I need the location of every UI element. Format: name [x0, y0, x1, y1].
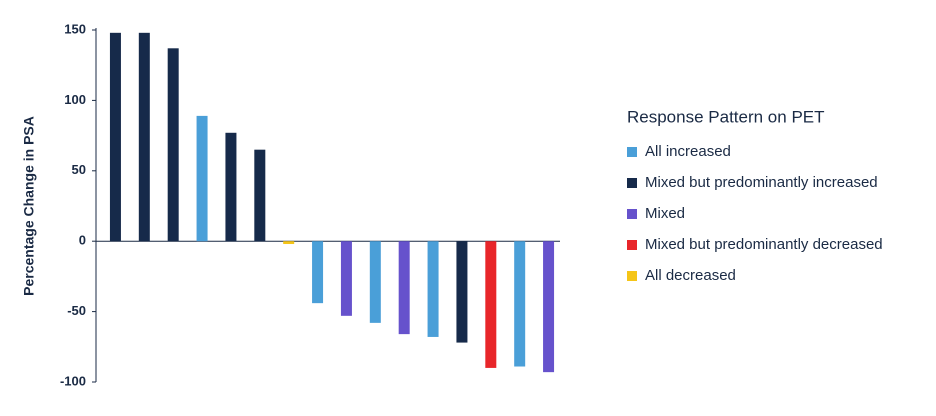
legend-label: Mixed but predominantly decreased	[645, 236, 883, 253]
y-tick-label: 100	[64, 92, 86, 107]
legend-label: All decreased	[645, 267, 736, 284]
y-axis-label: Percentage Change in PSA	[21, 116, 37, 296]
bar	[485, 241, 497, 368]
bar	[254, 149, 266, 242]
bar	[196, 115, 208, 242]
bar	[543, 241, 555, 373]
bar	[138, 32, 150, 242]
bar	[340, 241, 352, 316]
legend-label: Mixed but predominantly increased	[645, 174, 878, 191]
legend-swatch	[627, 240, 637, 250]
legend-swatch	[627, 209, 637, 219]
legend-label: All increased	[645, 143, 731, 160]
bar	[398, 241, 410, 335]
y-tick-label: 0	[79, 233, 86, 248]
bar	[456, 241, 468, 343]
bar	[369, 241, 381, 323]
legend-swatch	[627, 178, 637, 188]
bar	[283, 241, 295, 245]
bar	[312, 241, 324, 304]
y-tick-label: 150	[64, 21, 86, 36]
legend-title: Response Pattern on PET	[627, 107, 825, 126]
bar	[514, 241, 526, 367]
bar	[427, 241, 439, 337]
legend-swatch	[627, 271, 637, 281]
bar	[109, 32, 121, 242]
y-tick-label: -50	[67, 303, 86, 318]
y-tick-label: 50	[72, 162, 86, 177]
bar	[167, 48, 179, 242]
bar	[225, 132, 237, 242]
y-tick-label: -100	[60, 373, 86, 388]
legend-swatch	[627, 147, 637, 157]
legend-label: Mixed	[645, 205, 685, 222]
